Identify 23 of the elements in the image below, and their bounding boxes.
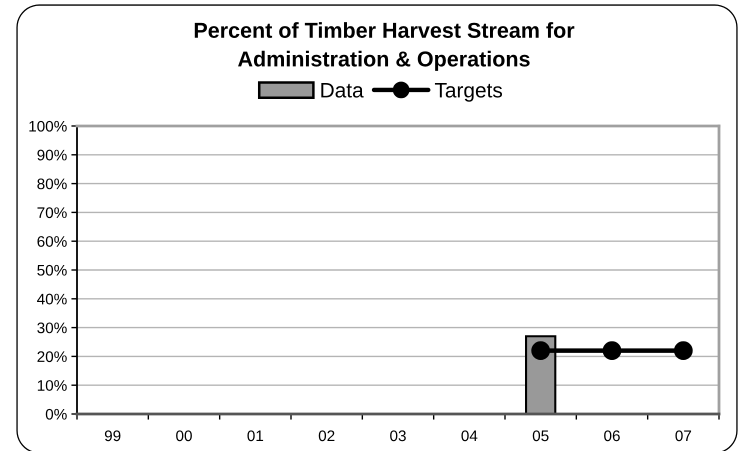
- legend-label: Data: [321, 83, 364, 98]
- x-tick-label: 03: [390, 430, 406, 442]
- x-tick-label: 04: [461, 430, 478, 442]
- x-tick-label: 00: [176, 430, 192, 442]
- legend-label: Targets: [434, 83, 502, 102]
- y-tick-label: 30%: [37, 322, 67, 334]
- y-tick-label: 40%: [37, 294, 67, 304]
- y-tick-label: 20%: [37, 351, 67, 362]
- y-tick-label: 80%: [37, 178, 67, 190]
- y-tick-label: 10%: [38, 380, 67, 391]
- y-tick-label: 60%: [37, 236, 67, 247]
- chart-title: Percent of Timber Harvest Stream for Administration & Operations: [194, 22, 574, 71]
- x-tick-label: 02: [318, 430, 334, 442]
- x-tick-label: 01: [247, 430, 264, 442]
- x-tick-label: 05: [532, 430, 549, 442]
- y-tick-label: 100%: [29, 120, 67, 132]
- y-tick-label: 70%: [37, 207, 67, 218]
- x-tick-label: 99: [104, 430, 120, 442]
- x-tick-label: 07: [675, 430, 692, 442]
- y-tick-label: 0%: [46, 408, 67, 420]
- y-tick-label: 90%: [37, 150, 67, 160]
- y-tick-label: 50%: [37, 264, 67, 276]
- x-tick-label: 06: [604, 430, 620, 442]
